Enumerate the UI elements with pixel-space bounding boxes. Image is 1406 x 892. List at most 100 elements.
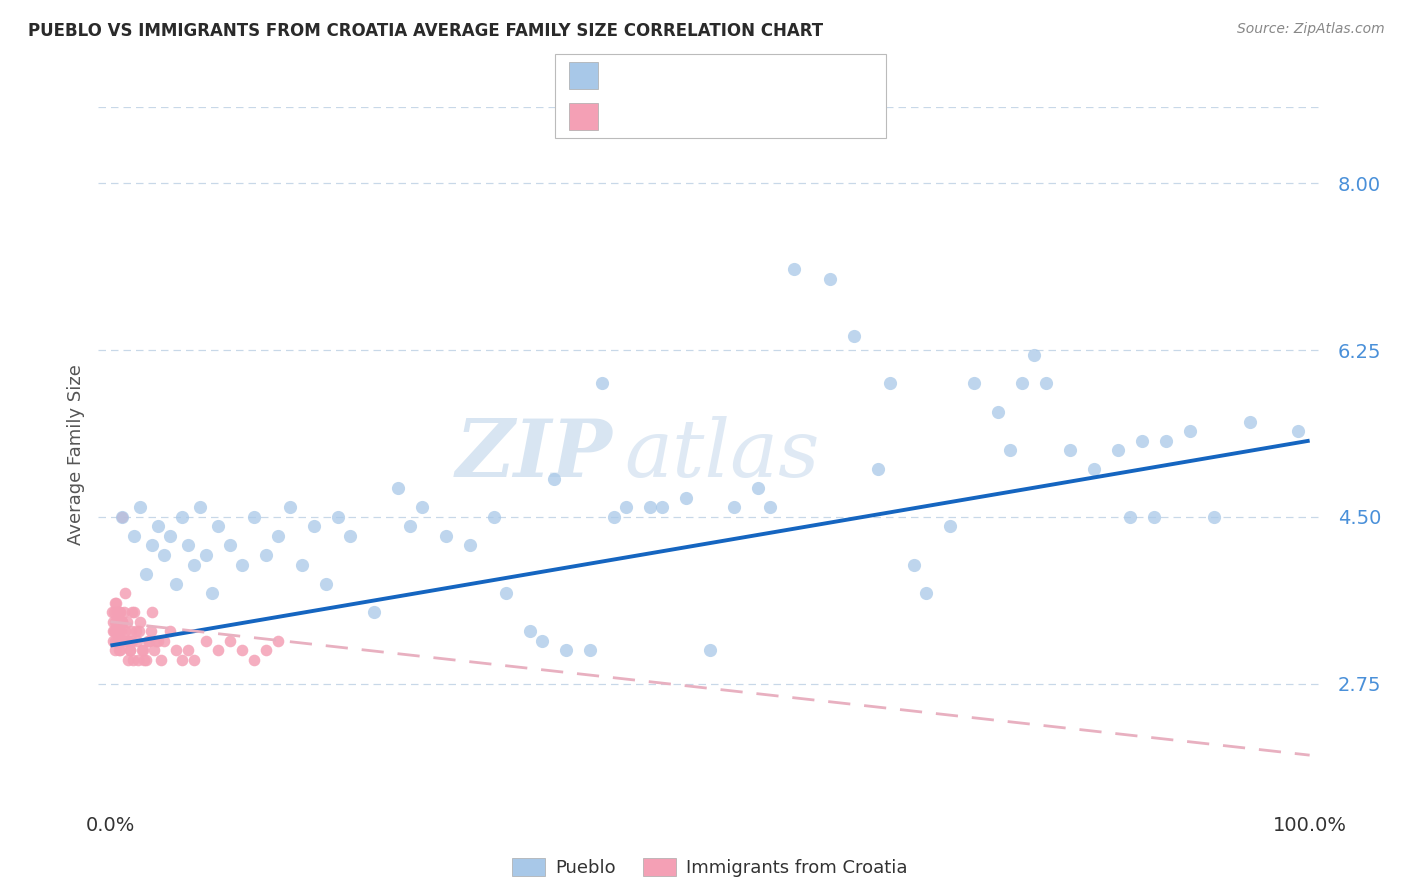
Point bbox=[105, 605, 128, 619]
Point bbox=[411, 500, 433, 515]
Point bbox=[243, 509, 266, 524]
Point bbox=[603, 509, 626, 524]
Point bbox=[117, 633, 139, 648]
Point bbox=[207, 519, 229, 533]
Point bbox=[998, 443, 1021, 458]
Point bbox=[115, 633, 138, 648]
Text: 75: 75 bbox=[797, 67, 820, 85]
Point bbox=[195, 548, 218, 562]
Point bbox=[699, 643, 721, 657]
Point bbox=[315, 576, 337, 591]
Point bbox=[115, 633, 138, 648]
Text: N =: N = bbox=[751, 67, 787, 85]
Point bbox=[207, 643, 229, 657]
Point bbox=[125, 633, 148, 648]
Point bbox=[108, 605, 131, 619]
Point bbox=[177, 539, 200, 553]
Point bbox=[1107, 443, 1129, 458]
Point bbox=[651, 500, 673, 515]
Point bbox=[482, 509, 505, 524]
Point bbox=[183, 558, 205, 572]
Point bbox=[818, 271, 841, 285]
Point bbox=[387, 481, 409, 495]
Point bbox=[127, 653, 149, 667]
Point bbox=[115, 615, 138, 629]
Point bbox=[219, 539, 242, 553]
Point bbox=[304, 519, 326, 533]
Point bbox=[219, 633, 242, 648]
Point bbox=[122, 653, 145, 667]
Point bbox=[114, 624, 136, 639]
Point bbox=[149, 653, 172, 667]
Point bbox=[101, 615, 124, 629]
Point bbox=[363, 605, 385, 619]
Point bbox=[159, 624, 181, 639]
Point bbox=[1178, 424, 1201, 438]
Point bbox=[108, 643, 131, 657]
Point bbox=[129, 615, 152, 629]
Point bbox=[107, 615, 129, 629]
Point bbox=[108, 624, 129, 639]
Point bbox=[254, 548, 277, 562]
Point bbox=[1143, 509, 1166, 524]
Point bbox=[458, 539, 481, 553]
Point bbox=[141, 624, 163, 639]
Text: Source: ZipAtlas.com: Source: ZipAtlas.com bbox=[1237, 22, 1385, 37]
FancyBboxPatch shape bbox=[555, 54, 886, 138]
Point bbox=[103, 624, 125, 639]
Point bbox=[723, 500, 745, 515]
Point bbox=[1022, 348, 1045, 362]
Point bbox=[131, 643, 153, 657]
Point bbox=[434, 529, 457, 543]
Point bbox=[614, 500, 637, 515]
Point bbox=[339, 529, 361, 543]
Point bbox=[101, 605, 124, 619]
Point bbox=[105, 624, 128, 639]
Point bbox=[129, 500, 152, 515]
Point bbox=[675, 491, 697, 505]
Point bbox=[183, 653, 205, 667]
Point bbox=[110, 624, 132, 639]
Point bbox=[1119, 509, 1142, 524]
Point bbox=[254, 643, 277, 657]
Text: PUEBLO VS IMMIGRANTS FROM CROATIA AVERAGE FAMILY SIZE CORRELATION CHART: PUEBLO VS IMMIGRANTS FROM CROATIA AVERAG… bbox=[28, 22, 824, 40]
Point bbox=[1035, 376, 1057, 391]
Point bbox=[1286, 424, 1309, 438]
Point bbox=[866, 462, 889, 476]
Point bbox=[915, 586, 938, 600]
Point bbox=[1239, 415, 1261, 429]
Point bbox=[145, 633, 167, 648]
Text: ZIP: ZIP bbox=[456, 417, 612, 493]
Y-axis label: Average Family Size: Average Family Size bbox=[66, 365, 84, 545]
Point bbox=[103, 624, 125, 639]
Point bbox=[105, 596, 128, 610]
Point bbox=[132, 643, 155, 657]
Point bbox=[987, 405, 1010, 419]
Point bbox=[195, 633, 218, 648]
Point bbox=[1202, 509, 1225, 524]
Point bbox=[291, 558, 314, 572]
Point bbox=[148, 519, 170, 533]
Point bbox=[543, 472, 565, 486]
Point bbox=[1011, 376, 1033, 391]
Point bbox=[124, 605, 146, 619]
Point bbox=[939, 519, 962, 533]
Text: 75: 75 bbox=[797, 107, 820, 125]
Point bbox=[104, 643, 127, 657]
Point bbox=[111, 615, 134, 629]
Point bbox=[177, 643, 200, 657]
FancyBboxPatch shape bbox=[568, 62, 599, 89]
Legend: Pueblo, Immigrants from Croatia: Pueblo, Immigrants from Croatia bbox=[505, 850, 915, 884]
Point bbox=[110, 615, 132, 629]
Point bbox=[267, 633, 290, 648]
Point bbox=[399, 519, 422, 533]
Point bbox=[108, 643, 131, 657]
Point bbox=[519, 624, 541, 639]
Point bbox=[555, 643, 578, 657]
Point bbox=[118, 643, 141, 657]
Point bbox=[172, 509, 194, 524]
Point bbox=[124, 529, 146, 543]
Point bbox=[105, 624, 128, 639]
FancyBboxPatch shape bbox=[568, 103, 599, 130]
Point bbox=[107, 633, 129, 648]
